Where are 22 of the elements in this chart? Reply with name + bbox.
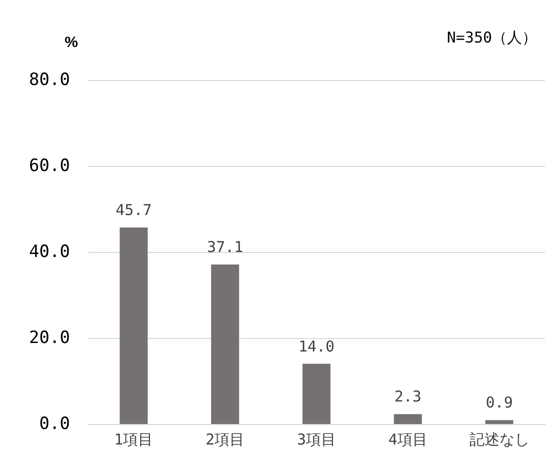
bar <box>211 264 240 424</box>
y-tick-label: 60.0 <box>29 156 70 176</box>
x-tick-label: 2項目 <box>206 430 245 448</box>
text: N=350（人） <box>446 28 537 46</box>
data-label: 0.9 <box>486 394 513 412</box>
y-tick-label: 20.0 <box>29 328 70 348</box>
bar <box>485 420 514 424</box>
bar <box>302 364 330 424</box>
x-tick-label: 1項目 <box>114 430 154 448</box>
data-label: 45.7 <box>116 200 152 219</box>
y-axis-title: % <box>64 34 78 51</box>
data-label: 2.3 <box>394 388 422 406</box>
data-label: 14.0 <box>298 337 335 356</box>
x-tick-label: 記述なし <box>469 430 530 448</box>
data-label: 37.1 <box>207 238 244 256</box>
bar <box>120 227 148 424</box>
y-tick-label: 80.0 <box>29 70 70 90</box>
x-tick-label: 3項目 <box>296 430 336 448</box>
y-tick-label: 0.0 <box>39 414 70 434</box>
bar <box>394 414 422 424</box>
y-tick-label: 40.0 <box>29 242 70 262</box>
x-tick-label: 4項目 <box>388 430 428 448</box>
